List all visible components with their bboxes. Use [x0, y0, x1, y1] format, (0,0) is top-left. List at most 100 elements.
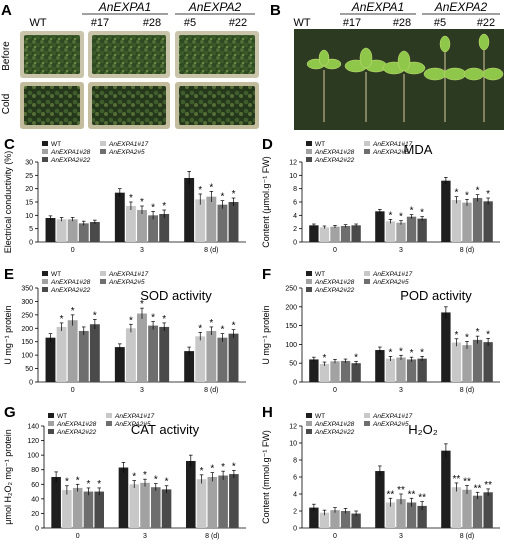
significance-mark: * [399, 212, 403, 223]
legend-label-anexpa1-17: AnEXPA1#17 [372, 271, 413, 278]
significance-mark: * [165, 477, 169, 488]
y-tick-label: 150 [21, 339, 33, 346]
y-tick-label: 8 [293, 458, 297, 465]
x-tick-label: 8 (d) [460, 247, 474, 254]
legend-swatch-wt [48, 413, 54, 418]
y-tick-label: 15 [25, 200, 33, 207]
legend-label-anexpa1-28: AnEXPA1#28 [50, 149, 91, 156]
significance-mark: * [420, 208, 424, 219]
bar-anexpa1-28-8-d [206, 330, 217, 382]
chart-title: SOD activity [140, 288, 212, 303]
panel-letter-f: F [262, 266, 272, 283]
photo-a-col-5: #5 [184, 17, 196, 29]
bar-anexpa2-22-3 [417, 358, 427, 382]
y-tick-label: 10 [289, 441, 297, 448]
chart-pod-activity: 0 50 100 150 200 250 U mg⁻¹ protein POD activit… [261, 271, 500, 394]
bar-wt-0 [309, 507, 319, 528]
y-tick-label: 6 [293, 475, 297, 482]
significance-mark: * [232, 189, 236, 200]
y-tick-label: 10 [25, 213, 33, 220]
legend-label-anexpa2-5: AnEXPA2#5 [372, 149, 409, 156]
panel-letter-g: G [4, 404, 16, 421]
panel-letter-d: D [262, 136, 273, 153]
bar-anexpa1-17-8-d [451, 487, 462, 528]
legend-swatch-anexpa2-22 [42, 157, 48, 162]
significance-mark: * [76, 475, 80, 486]
bar-anexpa2-22-0 [89, 222, 100, 242]
bar-anexpa1-17-0 [319, 363, 330, 382]
bar-anexpa1-17-3 [125, 328, 136, 382]
bar-wt-8-d [184, 351, 195, 382]
bar-anexpa2-22-3 [161, 489, 172, 528]
chart-title: MDA [404, 142, 433, 157]
y-tick-label: 40 [31, 496, 39, 503]
bar-anexpa1-17-3 [385, 502, 396, 528]
significance-mark: * [154, 475, 158, 486]
significance-mark: * [465, 332, 469, 343]
x-tick-label: 3 [140, 387, 144, 394]
legend-swatch-anexpa1-28 [42, 279, 48, 284]
photo-a-row-before: Before [1, 41, 12, 71]
photo-b-plants [306, 33, 504, 122]
legend-label-wt: WT [51, 141, 61, 148]
y-tick-label: 0 [293, 240, 297, 247]
significance-mark: ** [474, 483, 482, 494]
legend-swatch-anexpa1-17 [100, 141, 106, 146]
bar-anexpa2-5-3 [406, 502, 417, 528]
y-tick-label: 12 [289, 160, 297, 167]
photo-a-row-cold: Cold [1, 94, 12, 115]
significance-mark: * [162, 314, 166, 325]
bar-anexpa2-22-8-d [483, 492, 493, 528]
panel-letter-a: A [1, 2, 12, 19]
bar-wt-3 [114, 192, 125, 242]
y-tick-label: 0 [293, 526, 297, 533]
bar-anexpa1-28-3 [396, 222, 406, 242]
y-tick-label: 50 [25, 366, 33, 373]
bar-anexpa1-28-0 [72, 487, 83, 528]
legend-label-anexpa2-5: AnEXPA2#5 [114, 421, 151, 428]
bar-anexpa2-22-8-d [228, 333, 239, 382]
photo-a-col-22: #22 [229, 17, 247, 29]
significance-mark: * [410, 348, 414, 359]
significance-mark: * [476, 186, 480, 197]
bar-anexpa2-5-8-d [472, 339, 483, 382]
legend-label-anexpa1-28: AnEXPA1#28 [314, 279, 355, 286]
legend-label-anexpa2-22: AnEXPA2#22 [56, 429, 97, 436]
bar-anexpa2-5-8-d [217, 337, 228, 382]
significance-mark: * [486, 329, 490, 340]
chart-mda: 0 2 4 6 8 10 12 Content (μmol.g⁻¹ FW) MDA 0 * * * * 3 *… [261, 141, 500, 254]
legend-label-anexpa1-28: AnEXPA1#28 [50, 279, 91, 286]
photo-a-tray-before [20, 31, 259, 78]
legend-swatch-anexpa2-22 [306, 157, 312, 162]
bar-anexpa1-17-0 [56, 219, 67, 242]
bar-anexpa2-22-0 [351, 225, 361, 242]
significance-mark: * [420, 347, 424, 358]
legend-label-wt: WT [51, 271, 61, 278]
legend-swatch-anexpa2-22 [48, 429, 54, 434]
panel-letter-b: B [270, 2, 281, 19]
y-tick-label: 0 [293, 380, 297, 387]
y-tick-label: 50 [289, 361, 297, 368]
y-tick-label: 2 [293, 226, 297, 233]
photo-a-col-28: #28 [143, 17, 161, 29]
photo-b-group-anexpa2: AnEXPA2 [434, 0, 488, 14]
y-tick-label: 100 [285, 342, 297, 349]
significance-mark: ** [418, 493, 426, 504]
photo-b-background [294, 29, 504, 130]
significance-mark: * [221, 462, 225, 473]
significance-mark: * [198, 185, 202, 196]
chart-title: CAT activity [131, 422, 200, 437]
legend-swatch-anexpa2-22 [306, 287, 312, 292]
significance-mark: * [60, 314, 64, 325]
legend-swatch-anexpa2-22 [42, 287, 48, 292]
y-tick-label: 140 [27, 424, 39, 431]
significance-mark: * [476, 327, 480, 338]
bar-wt-3 [375, 350, 385, 382]
bar-anexpa2-5-3 [406, 216, 417, 242]
legend-swatch-anexpa1-17 [100, 271, 106, 276]
legend-swatch-wt [306, 413, 312, 418]
bar-anexpa2-22-8-d [483, 342, 493, 382]
bar-anexpa2-5-0 [78, 330, 89, 382]
legend-swatch-wt [42, 141, 48, 146]
legend-swatch-anexpa2-5 [364, 279, 370, 284]
